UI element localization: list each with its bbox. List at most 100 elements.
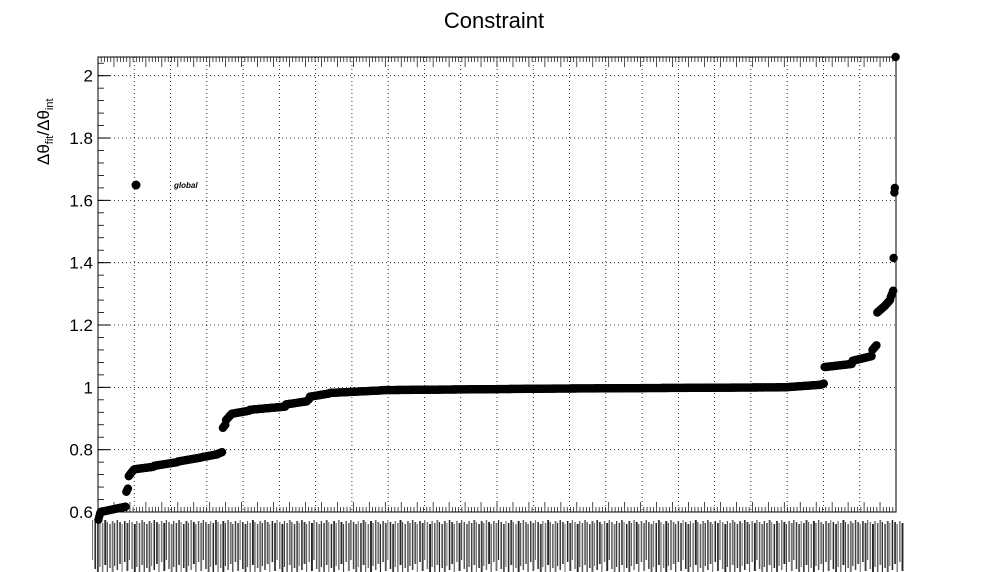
x-tick-label-glyphs — [844, 522, 847, 572]
x-tick-label-glyphs — [254, 522, 256, 572]
x-tick-label-glyphs — [340, 522, 343, 564]
x-tick-label-glyphs — [835, 524, 838, 572]
x-tick-labels — [92, 520, 904, 572]
x-tick-label-glyphs — [803, 523, 805, 572]
x-tick-label-glyphs — [227, 520, 229, 570]
x-tick-label-glyphs — [847, 524, 849, 568]
x-tick-label-glyphs — [849, 521, 852, 572]
y-tick-label: 1.8 — [69, 129, 93, 148]
x-tick-label-glyphs — [219, 524, 222, 568]
x-tick-label-glyphs — [126, 523, 129, 571]
y-tick-labels: 0.6 0.8 1 1.2 1.4 1.6 1.8 2 — [69, 67, 93, 522]
x-tick-label-glyphs — [165, 520, 167, 560]
x-tick-label-glyphs — [704, 523, 706, 566]
x-tick-label-glyphs — [293, 524, 296, 568]
y-axis-label-sub2: int — [44, 98, 56, 110]
x-tick-label-glyphs — [662, 524, 665, 568]
x-tick-label-glyphs — [739, 521, 742, 572]
x-tick-label-glyphs — [623, 522, 625, 572]
x-tick-label-glyphs — [869, 522, 872, 569]
y-tick-label: 0.8 — [69, 441, 93, 460]
x-tick-label-glyphs — [271, 521, 274, 562]
x-tick-label-glyphs — [229, 522, 232, 564]
x-tick-label-glyphs — [247, 521, 249, 567]
x-tick-label-glyphs — [569, 523, 572, 571]
x-tick-label-glyphs — [404, 524, 406, 568]
x-tick-label-glyphs — [200, 523, 203, 571]
x-tick-label-glyphs — [256, 524, 259, 568]
x-tick-label-glyphs — [463, 522, 466, 569]
x-tick-label-glyphs — [185, 521, 188, 572]
x-tick-label-glyphs — [817, 520, 820, 570]
legend-marker — [131, 180, 141, 190]
x-tick-label-glyphs — [613, 524, 616, 572]
x-tick-label-glyphs — [357, 521, 359, 567]
x-tick-label-glyphs — [598, 522, 601, 564]
x-tick-label-glyphs — [832, 522, 835, 569]
x-tick-label-glyphs — [886, 521, 889, 572]
x-tick-label-glyphs — [424, 520, 426, 560]
x-tick-label-glyphs — [411, 520, 414, 570]
x-tick-label-glyphs — [731, 520, 734, 565]
x-tick-label-glyphs — [237, 523, 240, 571]
x-tick-label-glyphs — [640, 521, 643, 562]
x-tick-label-glyphs — [771, 522, 773, 572]
x-tick-label-glyphs — [702, 521, 705, 572]
x-tick-label-glyphs — [116, 520, 119, 570]
y-tick-label: 1.4 — [69, 254, 93, 273]
x-tick-label-glyphs — [707, 520, 709, 570]
data-point — [867, 351, 876, 361]
x-tick-label-glyphs — [274, 523, 276, 571]
x-tick-label-glyphs — [537, 522, 539, 569]
x-tick-label-glyphs — [202, 520, 204, 560]
x-tick-label-glyphs — [296, 521, 299, 572]
x-tick-label-glyphs — [837, 521, 839, 567]
x-tick-label-glyphs — [362, 520, 365, 565]
x-tick-label-glyphs — [633, 520, 635, 570]
x-tick-label-glyphs — [379, 524, 381, 572]
x-tick-label-glyphs — [864, 523, 867, 571]
x-tick-label-glyphs — [660, 522, 662, 572]
x-tick-label-glyphs — [507, 523, 510, 572]
x-tick-label-glyphs — [534, 520, 537, 560]
x-tick-label-glyphs — [859, 524, 861, 572]
x-tick-label-glyphs — [313, 520, 315, 560]
x-tick-label-glyphs — [288, 520, 291, 565]
data-point — [872, 341, 881, 350]
data-point — [889, 253, 898, 263]
x-tick-label-glyphs — [896, 524, 898, 572]
x-tick-label-glyphs — [136, 521, 138, 567]
x-tick-label-glyphs — [761, 524, 764, 572]
x-tick-label-glyphs — [645, 520, 647, 560]
x-tick-label-glyphs — [210, 521, 212, 567]
x-tick-label-glyphs — [212, 523, 215, 572]
x-tick-label-glyphs — [453, 524, 455, 572]
x-tick-label-glyphs — [458, 523, 461, 571]
x-tick-label-glyphs — [101, 523, 104, 572]
x-tick-label-glyphs — [109, 524, 111, 568]
x-tick-label-glyphs — [854, 520, 857, 570]
x-tick-label-glyphs — [446, 523, 448, 566]
x-tick-label-glyphs — [429, 524, 432, 572]
x-tick-label-glyphs — [239, 520, 241, 560]
x-tick-label-glyphs — [603, 521, 606, 562]
x-tick-label-glyphs — [618, 523, 621, 572]
x-tick-label-glyphs — [106, 522, 108, 572]
x-tick-label-glyphs — [699, 524, 702, 568]
x-tick-label-glyphs — [692, 523, 694, 572]
x-tick-label-glyphs — [128, 520, 131, 560]
x-tick-label-glyphs — [667, 523, 669, 566]
x-tick-label-glyphs — [315, 522, 318, 569]
x-tick-label-glyphs — [643, 523, 646, 571]
x-tick-label-glyphs — [515, 524, 517, 568]
x-tick-label-glyphs — [874, 521, 876, 567]
x-tick-label-glyphs — [840, 523, 842, 572]
x-tick-label-glyphs — [719, 520, 721, 560]
axis-ticks — [97, 57, 897, 513]
x-tick-label-glyphs — [114, 523, 116, 566]
x-tick-label-glyphs — [763, 521, 765, 567]
y-axis-label-sub1: fit — [44, 136, 56, 145]
x-tick-label-glyphs — [758, 522, 761, 569]
x-tick-label-glyphs — [416, 524, 418, 572]
x-tick-label-glyphs — [298, 523, 300, 566]
